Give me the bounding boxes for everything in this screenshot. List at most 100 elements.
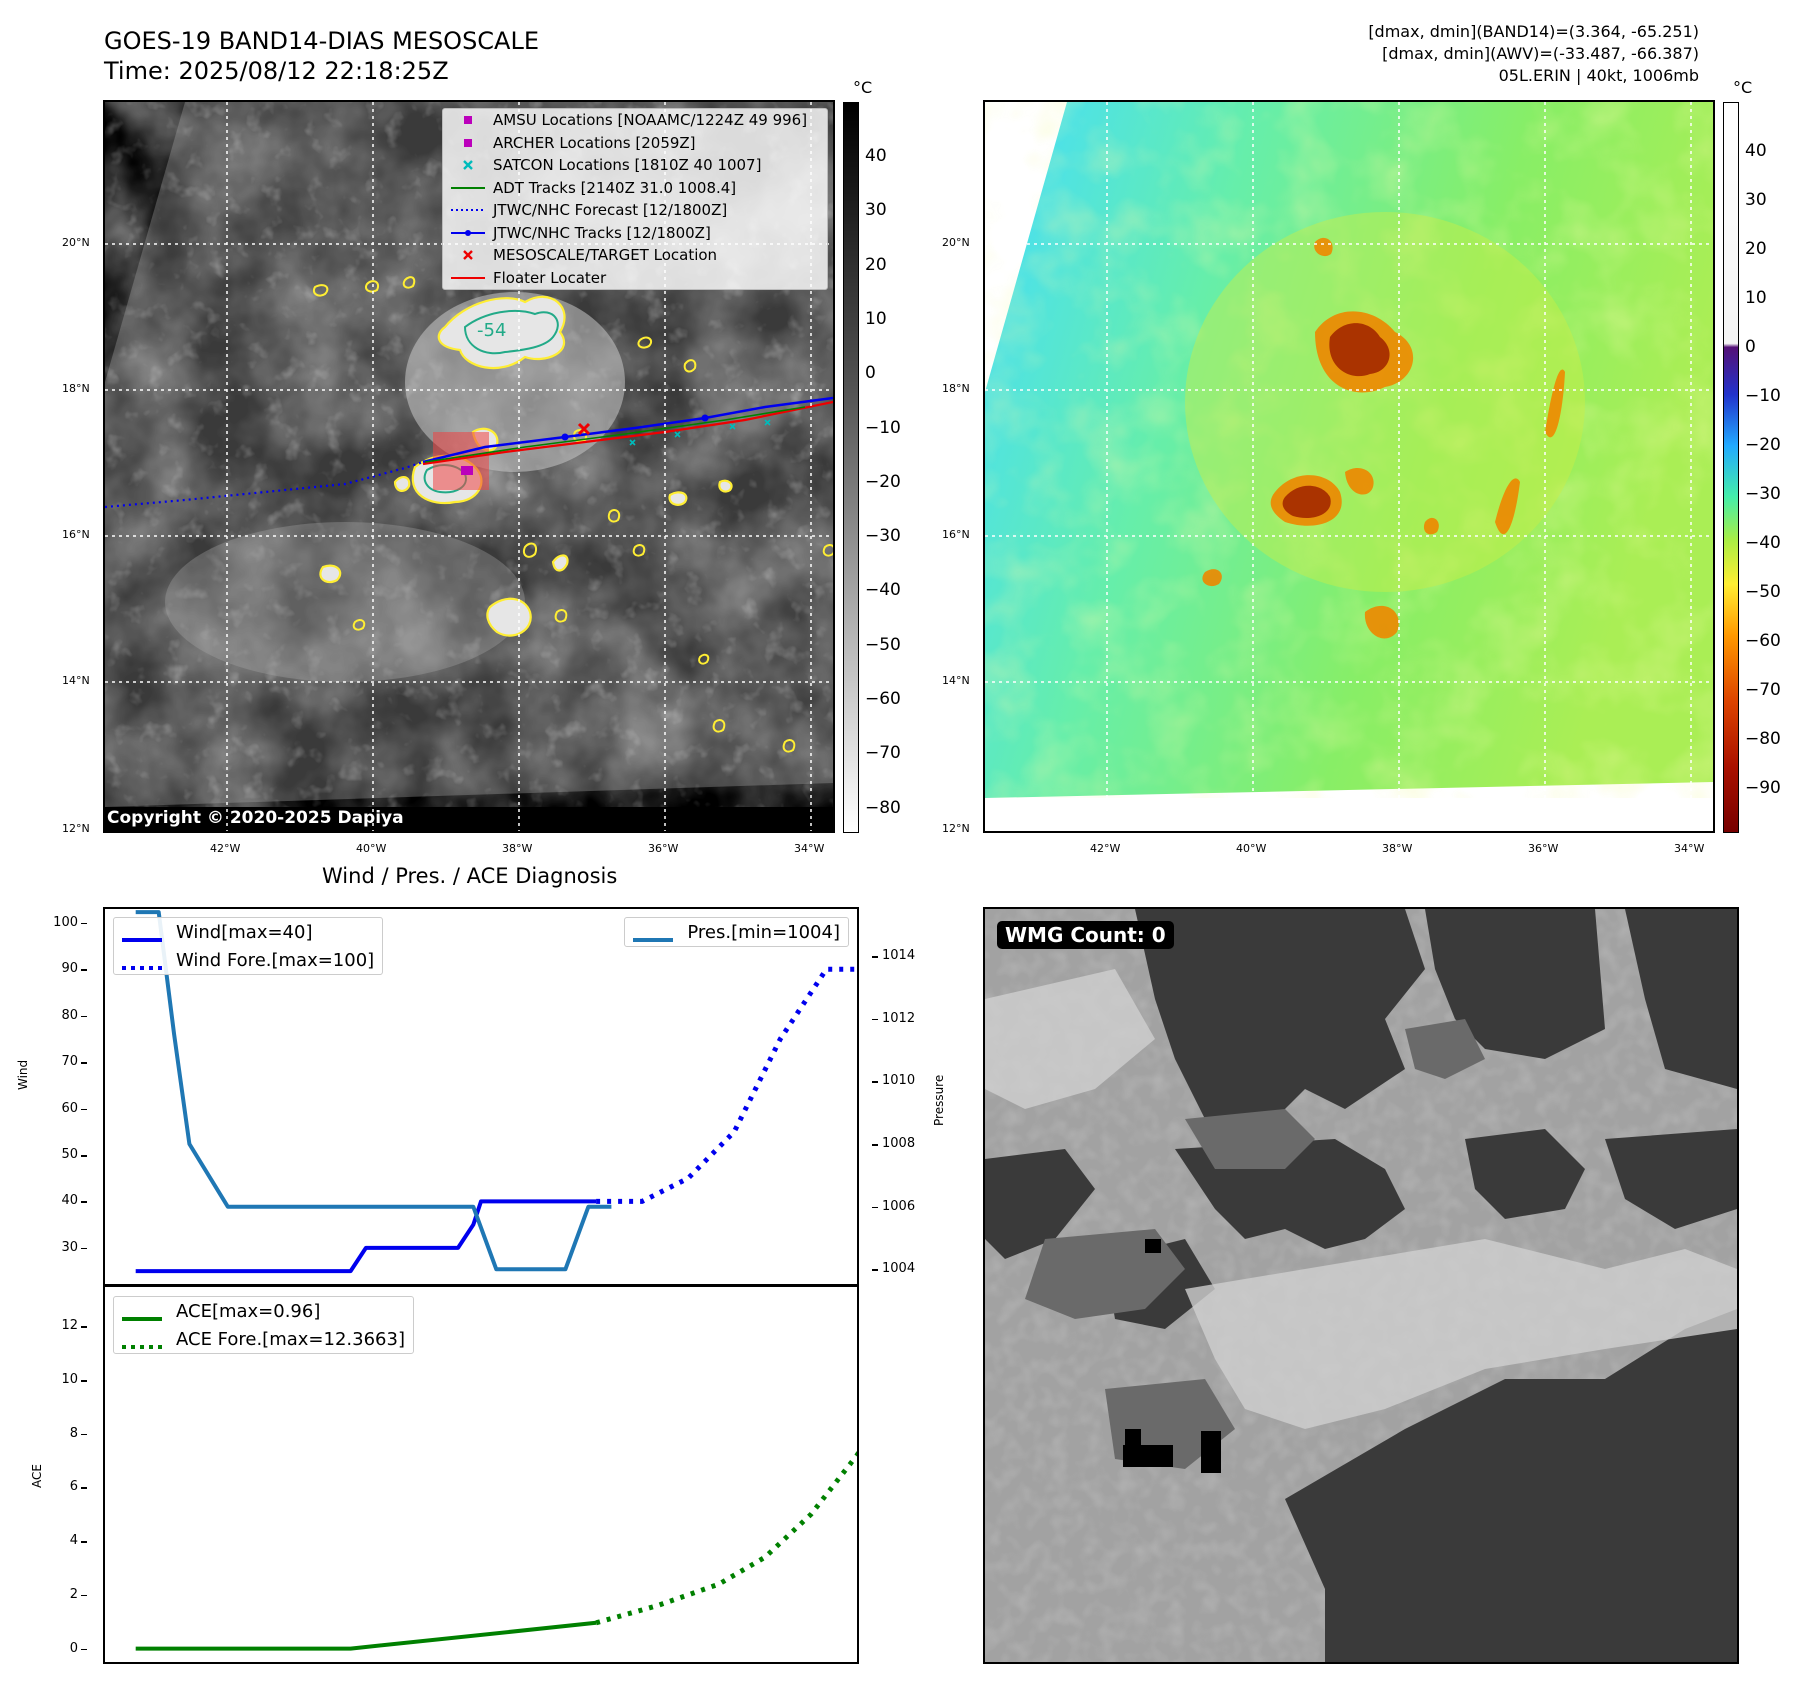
legend-swatch-ace-fore [122,1335,162,1349]
colorbar-tick-label: 20 [865,254,887,275]
lon-label: 40°W [1236,842,1267,855]
wmg-image [985,909,1737,1662]
info-line1: [dmax, dmin](BAND14)=(3.364, -65.251) [1368,22,1699,41]
lon-label: 36°W [648,842,679,855]
legend-swatch-ace [122,1307,162,1321]
lon-label: 38°W [1382,842,1413,855]
legend-label: ADT Tracks [2140Z 31.0 1008.4] [493,178,737,197]
colorbar-tick-label: 40 [1745,141,1767,161]
y-tick-label: 100 [53,914,78,930]
y-tick-mark [81,1541,87,1543]
legend-ace-label: ACE[max=0.96] [176,1300,321,1322]
lat-label: 14°N [942,674,970,687]
y-tick-mark [81,1648,87,1651]
legend-swatch-wind [122,928,162,942]
ace-series-line-1 [595,1450,857,1626]
y-tick-mark [81,1326,87,1328]
legend-marker [451,180,485,196]
series-line-2 [135,910,612,1272]
lat-label: 12°N [942,822,970,835]
colorbar-tick-label: 10 [865,308,887,329]
ace-ylabel: ACE [30,1464,44,1488]
y-tick-mark [81,1015,87,1018]
colorbar-tick-label: −40 [865,580,901,601]
legend-label: SATCON Locations [1810Z 40 1007] [493,156,762,175]
legend-item: ARCHER Locations [2059Z] [443,132,827,155]
y-tick-mark [872,1269,878,1271]
y-tick-mark [81,1155,87,1157]
ace-plot [135,1450,857,1651]
ace-chart: ACE[max=0.96] ACE Fore.[max=12.3663] [103,1284,859,1664]
ace-legend: ACE[max=0.96] ACE Fore.[max=12.3663] [113,1296,414,1354]
colorbar-tick-label: −70 [865,743,901,764]
y-tick-mark [81,1108,87,1111]
lon-label: 36°W [1528,842,1559,855]
wmg-count-badge: WMG Count: 0 [997,921,1174,949]
y-tick-mark [81,1062,87,1064]
legend-marker [451,270,485,286]
info-line3: 05L.ERIN | 40kt, 1006mb [1498,66,1699,85]
colorbar-right-unit: °C [1733,78,1753,97]
colorbar-tick-label: 10 [1745,288,1767,308]
colorbar-tick-label: −70 [1745,680,1781,700]
y-tick-label: 6 [69,1479,78,1495]
lon-label: 34°W [1674,842,1705,855]
colorbar-tick-label: −60 [1745,631,1781,651]
y-tick-mark [81,969,87,971]
y-tick-mark [872,1144,878,1146]
pressure-ylabel: Pressure [932,1074,946,1126]
y-tick-mark [81,1247,87,1250]
colorbar-tick-label: −20 [865,471,901,492]
y-tick-label: 60 [61,1100,78,1116]
legend-ace-fore-label: ACE Fore.[max=12.3663] [176,1328,405,1350]
lon-label: 38°W [502,842,533,855]
legend-marker [451,157,485,173]
floater-track [422,400,833,466]
colorbar-tick-label: −30 [865,526,901,547]
legend-wind-fore-label: Wind Fore.[max=100] [176,949,375,971]
legend-swatch-wind-fore [122,956,162,970]
lat-label: 12°N [62,822,90,835]
legend-marker [451,135,485,151]
lat-label: 20°N [942,236,970,249]
lat-label: 18°N [62,382,90,395]
ir-map-panel: -54 Copyright © 2020-2025 Dapiya AM [103,100,835,833]
y-tick-mark [81,1433,87,1436]
lon-label: 42°W [210,842,241,855]
chart-title-line1: GOES-19 BAND14-DIAS MESOSCALE [104,27,540,55]
y-tick-label: 90 [61,961,78,977]
legend-item: SATCON Locations [1810Z 40 1007] [443,154,827,177]
legend-marker [451,202,485,218]
wind-legend: Wind[max=40] Wind Fore.[max=100] [113,917,384,975]
y-tick-mark [81,922,87,925]
awv-map-image [985,102,1713,831]
legend-label: Floater Locater [493,268,607,287]
colorbar-tick-label: −10 [1745,386,1781,406]
diagnosis-title: Wind / Pres. / ACE Diagnosis [322,864,618,888]
legend-marker [451,112,485,128]
colorbar-tick-label: 30 [1745,190,1767,210]
copyright-text: Copyright © 2020-2025 Dapiya [107,808,404,828]
wind-ylabel: Wind [16,1059,30,1090]
y-tick-label: 2 [69,1586,78,1602]
colorbar-tick-label: −20 [1745,435,1781,455]
series-line-1 [596,966,857,1204]
y-tick-mark [872,1018,878,1021]
y-tick-mark [872,1081,878,1083]
colorbar-tick-label: −50 [1745,582,1781,602]
y-tick-label: 70 [61,1054,78,1070]
colorbar-tick-label: −80 [1745,729,1781,749]
y-tick-label: 10 [61,1372,78,1387]
colorbar-tick-label: −40 [1745,533,1781,553]
y-tick-label: 30 [61,1239,78,1255]
legend-item: ADT Tracks [2140Z 31.0 1008.4] [443,177,827,200]
colorbar-tick-label: −50 [865,634,901,655]
forecast-track [105,460,424,509]
contour-label: -54 [477,320,506,341]
legend-item: JTWC/NHC Tracks [12/1800Z] [443,222,827,245]
y-tick-label: 4 [69,1533,78,1549]
wmg-panel: WMG Count: 0 [983,907,1739,1664]
legend-label: JTWC/NHC Tracks [12/1800Z] [493,223,711,242]
colorbar-tick-label: 30 [865,200,887,221]
y-tick-label: 50 [61,1147,78,1163]
